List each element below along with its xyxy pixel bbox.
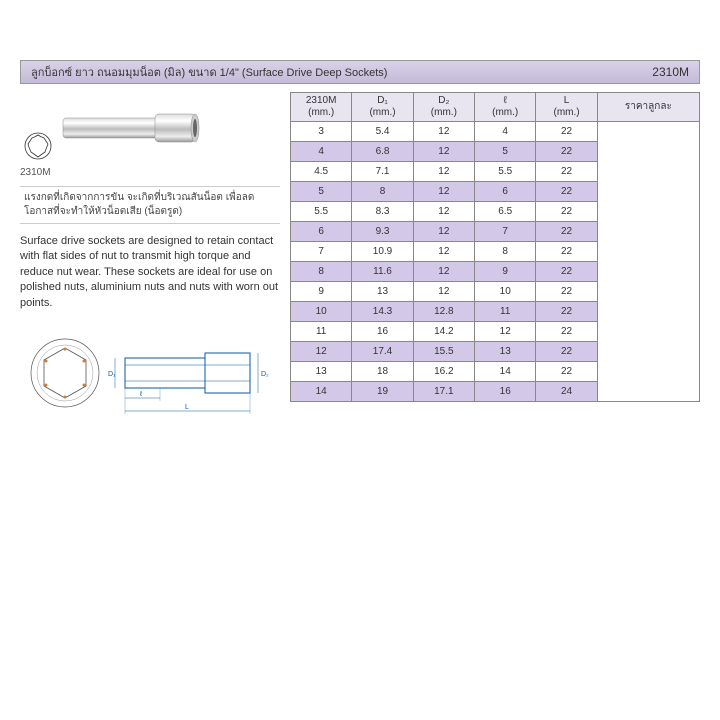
table-cell: 19 [352, 382, 413, 402]
table-cell: 22 [536, 142, 597, 162]
table-cell: 9.3 [352, 222, 413, 242]
table-cell: 14.3 [352, 302, 413, 322]
table-cell: 7 [291, 242, 352, 262]
table-cell: 14.2 [413, 322, 474, 342]
table-cell: 9 [291, 282, 352, 302]
table-cell: 22 [536, 282, 597, 302]
table-cell: 22 [536, 202, 597, 222]
table-cell: 6.5 [475, 202, 536, 222]
technical-diagram: D₁ D₂ ℓ L [20, 323, 270, 423]
table-cell: 14 [291, 382, 352, 402]
table-cell: 7 [475, 222, 536, 242]
table-cell: 12 [413, 282, 474, 302]
table-cell: 8 [475, 242, 536, 262]
table-cell: 13 [475, 342, 536, 362]
table-cell: 11 [475, 302, 536, 322]
price-cell [597, 122, 699, 402]
table-cell: 8 [352, 182, 413, 202]
table-cell: 12 [475, 322, 536, 342]
svg-text:D₂: D₂ [261, 371, 269, 378]
table-cell: 12 [413, 182, 474, 202]
table-cell: 6 [291, 222, 352, 242]
table-header: 2310M(mm.)D₁(mm.)D₂(mm.)ℓ(mm.)L(mm.)ราคา… [291, 93, 700, 122]
table-cell: 6 [475, 182, 536, 202]
table-cell: 22 [536, 162, 597, 182]
table-cell: 4.5 [291, 162, 352, 182]
column-header: ราคาลูกละ [597, 93, 699, 122]
table-cell: 22 [536, 262, 597, 282]
table-cell: 12 [291, 342, 352, 362]
table-cell: 9 [475, 262, 536, 282]
table-cell: 12 [413, 242, 474, 262]
header-code: 2310M [652, 65, 689, 79]
table-cell: 5.4 [352, 122, 413, 142]
svg-text:D₁: D₁ [108, 371, 116, 378]
table-cell: 22 [536, 222, 597, 242]
table-cell: 15.5 [413, 342, 474, 362]
table-cell: 13 [352, 282, 413, 302]
table-cell: 22 [536, 362, 597, 382]
table-cell: 10 [291, 302, 352, 322]
table-cell: 22 [536, 122, 597, 142]
table-cell: 14 [475, 362, 536, 382]
header-title: ลูกบ็อกซ์ ยาว ถนอมมุมน็อต (มิล) ขนาด 1/4… [31, 63, 387, 81]
table-cell: 22 [536, 182, 597, 202]
socket-face-icon [24, 132, 52, 160]
table-cell: 17.1 [413, 382, 474, 402]
product-label: 2310M [20, 167, 280, 178]
table-cell: 5.5 [291, 202, 352, 222]
table-cell: 10.9 [352, 242, 413, 262]
table-cell: 16 [352, 322, 413, 342]
table-cell: 22 [536, 342, 597, 362]
right-column: 2310M(mm.)D₁(mm.)D₂(mm.)ℓ(mm.)L(mm.)ราคา… [290, 92, 700, 426]
table-cell: 17.4 [352, 342, 413, 362]
column-header: 2310M(mm.) [291, 93, 352, 122]
table-cell: 6.8 [352, 142, 413, 162]
table-row: 35.412422 [291, 122, 700, 142]
product-image [55, 98, 205, 158]
table-cell: 10 [475, 282, 536, 302]
table-cell: 12 [413, 122, 474, 142]
table-cell: 22 [536, 302, 597, 322]
table-cell: 5 [475, 142, 536, 162]
table-cell: 8 [291, 262, 352, 282]
content-area: 2310M แรงกดที่เกิดจากการขัน จะเกิดที่บริ… [20, 92, 700, 426]
table-cell: 11.6 [352, 262, 413, 282]
table-cell: 24 [536, 382, 597, 402]
table-cell: 12 [413, 202, 474, 222]
table-cell: 12 [413, 162, 474, 182]
svg-text:ℓ: ℓ [139, 391, 143, 398]
header-bar: ลูกบ็อกซ์ ยาว ถนอมมุมน็อต (มิล) ขนาด 1/4… [20, 60, 700, 84]
column-header: L(mm.) [536, 93, 597, 122]
table-cell: 12 [413, 142, 474, 162]
table-cell: 4 [291, 142, 352, 162]
spec-table: 2310M(mm.)D₁(mm.)D₂(mm.)ℓ(mm.)L(mm.)ราคา… [290, 92, 700, 402]
table-cell: 12 [413, 262, 474, 282]
table-cell: 16.2 [413, 362, 474, 382]
svg-text:L: L [185, 404, 189, 411]
table-cell: 8.3 [352, 202, 413, 222]
table-cell: 12 [413, 222, 474, 242]
table-cell: 5 [291, 182, 352, 202]
table-cell: 16 [475, 382, 536, 402]
table-cell: 11 [291, 322, 352, 342]
column-header: D₂(mm.) [413, 93, 474, 122]
table-cell: 22 [536, 322, 597, 342]
table-cell: 4 [475, 122, 536, 142]
table-cell: 12.8 [413, 302, 474, 322]
table-cell: 3 [291, 122, 352, 142]
table-cell: 5.5 [475, 162, 536, 182]
left-column: 2310M แรงกดที่เกิดจากการขัน จะเกิดที่บริ… [20, 92, 280, 426]
table-cell: 7.1 [352, 162, 413, 182]
table-cell: 18 [352, 362, 413, 382]
column-header: ℓ(mm.) [475, 93, 536, 122]
table-cell: 13 [291, 362, 352, 382]
table-body: 35.41242246.8125224.57.1125.52258126225.… [291, 122, 700, 402]
column-header: D₁(mm.) [352, 93, 413, 122]
description-english: Surface drive sockets are designed to re… [20, 234, 280, 311]
table-cell: 22 [536, 242, 597, 262]
description-thai: แรงกดที่เกิดจากการขัน จะเกิดที่บริเวณสัน… [20, 186, 280, 224]
